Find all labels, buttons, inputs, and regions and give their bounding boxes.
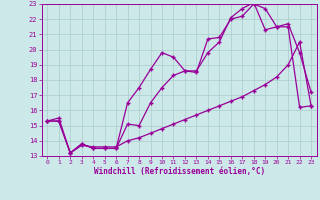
X-axis label: Windchill (Refroidissement éolien,°C): Windchill (Refroidissement éolien,°C) bbox=[94, 167, 265, 176]
